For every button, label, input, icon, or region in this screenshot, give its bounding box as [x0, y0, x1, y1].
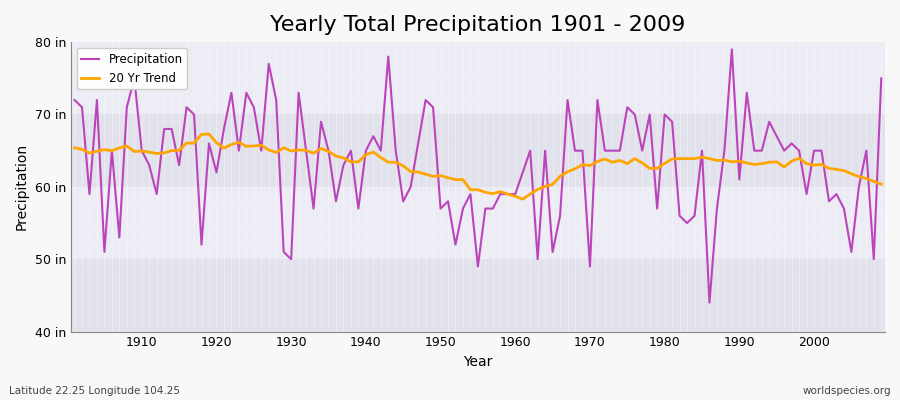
20 Yr Trend [876, 182, 886, 187]
Precipitation [69, 98, 80, 102]
Y-axis label: Precipitation: Precipitation [15, 143, 29, 230]
20 Yr Trend [203, 132, 214, 136]
20 Yr Trend [525, 192, 535, 196]
Title: Yearly Total Precipitation 1901 - 2009: Yearly Total Precipitation 1901 - 2009 [270, 15, 686, 35]
20 Yr Trend [346, 160, 356, 164]
X-axis label: Year: Year [464, 355, 492, 369]
20 Yr Trend [301, 148, 311, 153]
20 Yr Trend [518, 197, 528, 202]
20 Yr Trend [129, 149, 140, 154]
20 Yr Trend [69, 145, 80, 150]
Precipitation [704, 300, 715, 305]
Precipitation [876, 76, 886, 81]
Line: 20 Yr Trend: 20 Yr Trend [75, 134, 881, 199]
Text: Latitude 22.25 Longitude 104.25: Latitude 22.25 Longitude 104.25 [9, 386, 180, 396]
Bar [71, 187, 885, 259]
Bar [71, 114, 885, 187]
Line: Precipitation: Precipitation [75, 49, 881, 303]
Precipitation [599, 148, 610, 153]
Legend: Precipitation, 20 Yr Trend: Precipitation, 20 Yr Trend [76, 48, 187, 89]
20 Yr Trend [509, 194, 520, 199]
Precipitation [129, 76, 140, 81]
Text: worldspecies.org: worldspecies.org [803, 386, 891, 396]
Bar [71, 42, 885, 114]
Bar [71, 259, 885, 332]
Precipitation [293, 90, 304, 95]
Precipitation [338, 163, 349, 168]
Precipitation [509, 192, 520, 196]
20 Yr Trend [615, 158, 626, 163]
Precipitation [726, 47, 737, 52]
Precipitation [502, 192, 513, 196]
